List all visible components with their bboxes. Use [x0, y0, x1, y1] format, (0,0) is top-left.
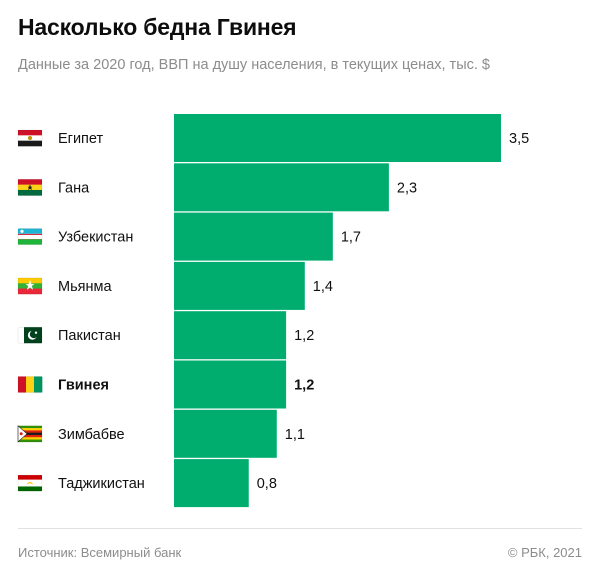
value-label: 2,3 — [397, 180, 417, 196]
category-label: Гвинея — [58, 378, 109, 394]
footer-divider — [18, 528, 582, 529]
bar — [174, 360, 287, 409]
egypt-flag-icon — [17, 129, 43, 147]
bar — [174, 311, 287, 360]
value-label: 1,2 — [294, 378, 314, 394]
bar — [174, 163, 389, 212]
category-label: Узбекистан — [58, 230, 133, 246]
category-label: Зимбабве — [58, 427, 125, 443]
category-label: Мьянма — [58, 279, 112, 295]
value-label: 1,1 — [285, 427, 305, 443]
value-label: 1,4 — [313, 279, 333, 295]
bar — [174, 114, 501, 162]
category-label: Египет — [58, 131, 103, 147]
uzbekistan-flag-icon — [17, 228, 43, 245]
bar — [174, 212, 333, 261]
tajikistan-flag-icon — [17, 474, 43, 492]
source-note: Источник: Всемирный банк — [18, 545, 182, 560]
chart-title: Насколько бедна Гвинея — [18, 14, 297, 40]
category-label: Таджикистан — [58, 476, 145, 492]
value-label: 1,2 — [294, 328, 314, 344]
bar — [174, 459, 249, 508]
bar — [174, 409, 277, 458]
copyright-note: © РБК, 2021 — [507, 545, 582, 560]
chart-subtitle: Данные за 2020 год, ВВП на душу населени… — [18, 57, 490, 73]
pakistan-flag-icon — [17, 326, 43, 344]
value-label: 0,8 — [257, 476, 277, 492]
value-label: 1,7 — [341, 230, 361, 246]
ghana-flag-icon — [17, 179, 43, 196]
category-label: Гана — [58, 180, 90, 196]
bar — [174, 261, 305, 310]
value-label: 3,5 — [509, 131, 529, 147]
category-label: Пакистан — [58, 328, 121, 344]
guinea-flag-icon — [17, 376, 43, 393]
myanmar-flag-icon — [17, 277, 43, 295]
zimbabwe-flag-icon — [17, 425, 43, 443]
